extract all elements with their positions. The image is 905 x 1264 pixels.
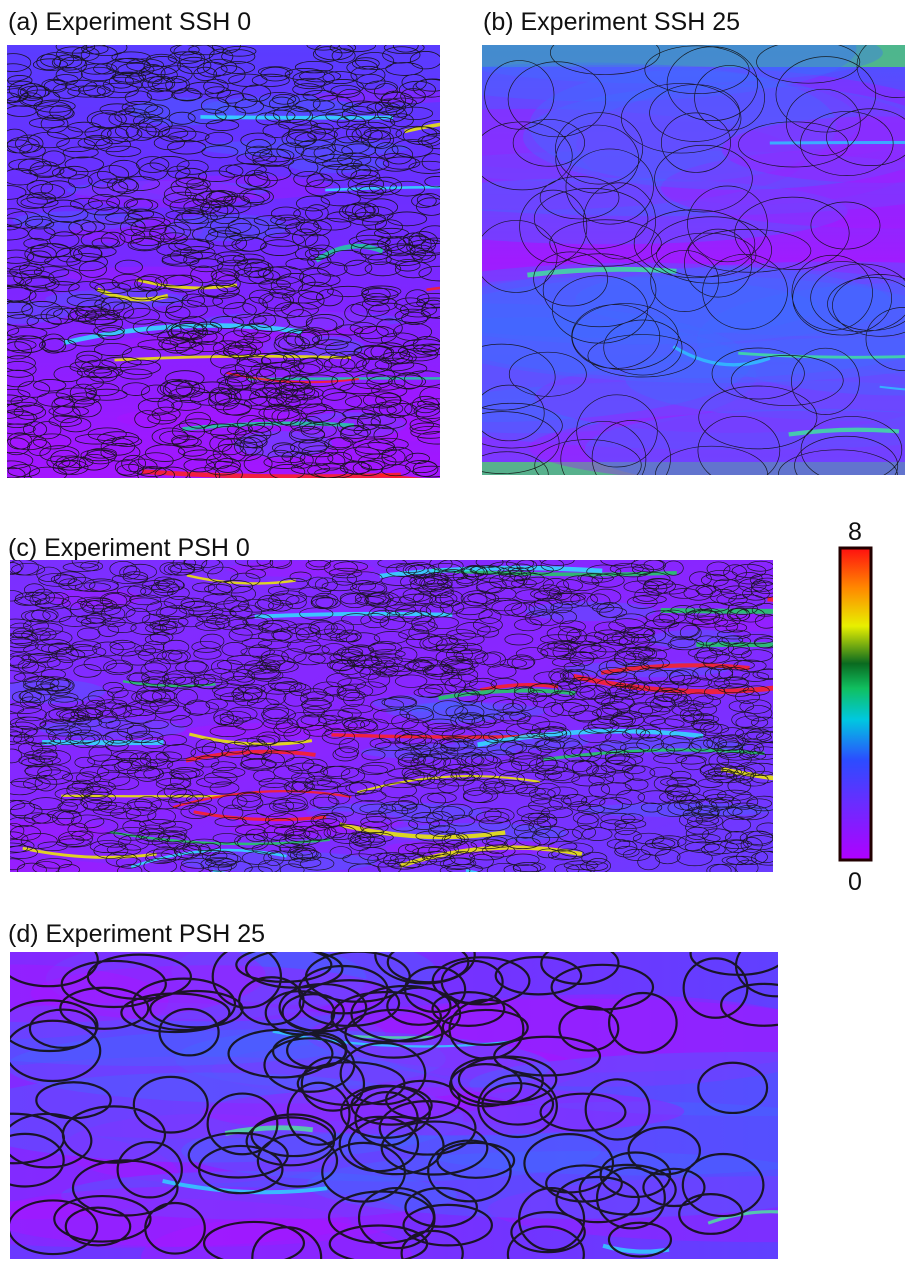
texture [248,378,497,379]
panel-image [0,554,905,887]
panel-title: (d) Experiment PSH 25 [8,920,265,948]
panel-title: (a) Experiment SSH 0 [8,8,251,36]
texture [213,872,464,887]
texture [525,602,656,621]
texture [301,415,511,441]
texture [768,599,905,603]
panel-title: (b) Experiment SSH 25 [483,8,740,36]
colorbar-max-label: 8 [848,518,862,546]
panel-title: (c) Experiment PSH 0 [8,534,250,562]
texture [661,610,843,611]
texture [411,701,500,724]
panel-image [0,926,905,1259]
colorbar [840,548,871,860]
texture [200,117,393,118]
colorbar-min-label: 0 [848,868,862,896]
